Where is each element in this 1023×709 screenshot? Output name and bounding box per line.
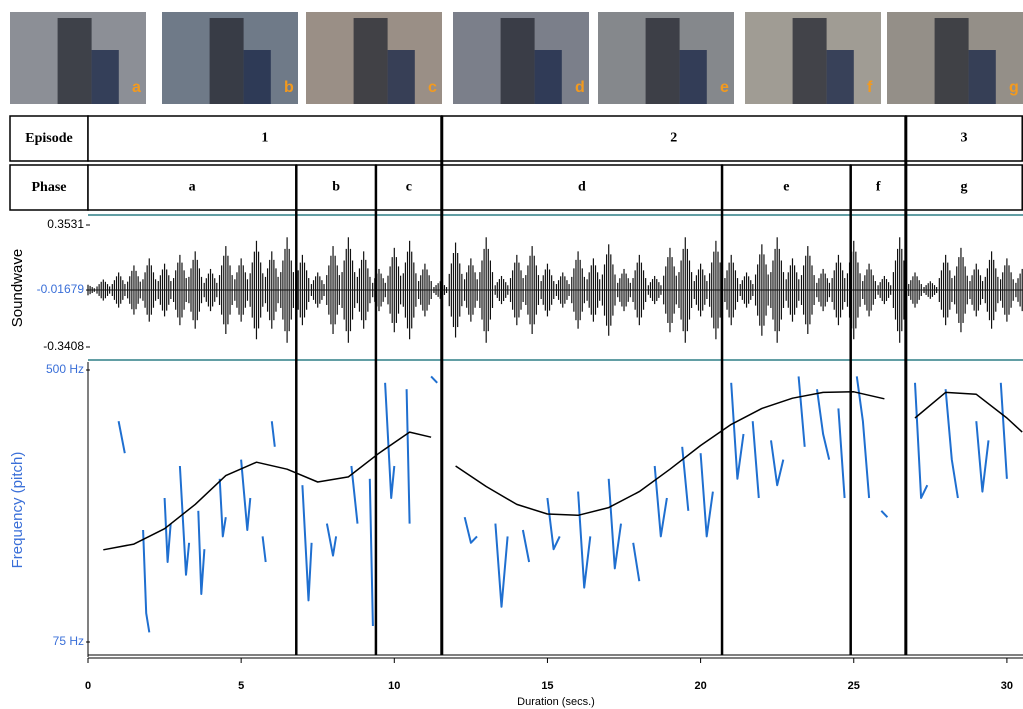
photo-detail [792,18,827,104]
photo-detail [679,50,707,104]
photo-strip: a b c d e f g [10,12,1023,104]
phase-cell [295,164,377,211]
phase-label: e [783,180,789,195]
row-header: Phase [32,180,67,195]
photo-detail [353,18,388,104]
x-tick-label: 20 [694,680,706,692]
photo-detail [534,50,562,104]
phase-cell [87,164,298,211]
pitch-line [117,375,1008,633]
episode-cell [87,115,443,162]
photo-detail [57,18,92,104]
photo-detail [243,50,271,104]
phase-cell [375,164,443,211]
y-tick-label: 75 Hz [53,634,84,648]
episode-label: 1 [261,131,268,146]
phase-label: b [332,180,340,195]
phase-label: c [406,180,412,195]
photo-detail [968,50,996,104]
photo-detail [387,50,415,104]
photo-detail [500,18,535,104]
pitch-trend [103,391,1023,551]
phase-label: f [876,180,881,195]
photo-detail [934,18,969,104]
y-tick-label: -0.01679 [37,282,85,296]
y-tick-label: 0.3531 [47,217,84,231]
x-tick-label: 25 [848,680,860,692]
photo-label: g [1009,79,1019,96]
y-tick-label: 500 Hz [46,362,84,376]
episode-cell [441,115,907,162]
phase-label: g [961,180,968,195]
x-axis-title: Duration (secs.) [517,696,595,708]
photo-label: f [867,79,873,96]
episode-label: 3 [961,131,968,146]
photo-detail [826,50,854,104]
x-tick-label: 10 [388,680,400,692]
phase-label: a [189,180,196,195]
y-axis-title: Soundwave [9,249,26,327]
photo-label: e [720,79,729,96]
photo-label: d [575,79,585,96]
phase-label: d [578,180,586,195]
photo-label: b [284,79,294,96]
photo-detail [209,18,244,104]
photo-detail [645,18,680,104]
y-axis-title: Frequency (pitch) [9,452,26,569]
photo-label: c [428,79,437,96]
photo-label: a [132,79,141,96]
x-tick-label: 5 [238,680,244,692]
row-header: Episode [25,131,72,146]
x-tick-label: 0 [85,680,91,692]
episode-cell [905,115,1023,162]
x-tick-label: 15 [541,680,553,692]
x-tick-label: 30 [1001,680,1013,692]
episode-label: 2 [670,131,677,146]
photo-detail [91,50,119,104]
y-tick-label: -0.3408 [43,339,84,353]
